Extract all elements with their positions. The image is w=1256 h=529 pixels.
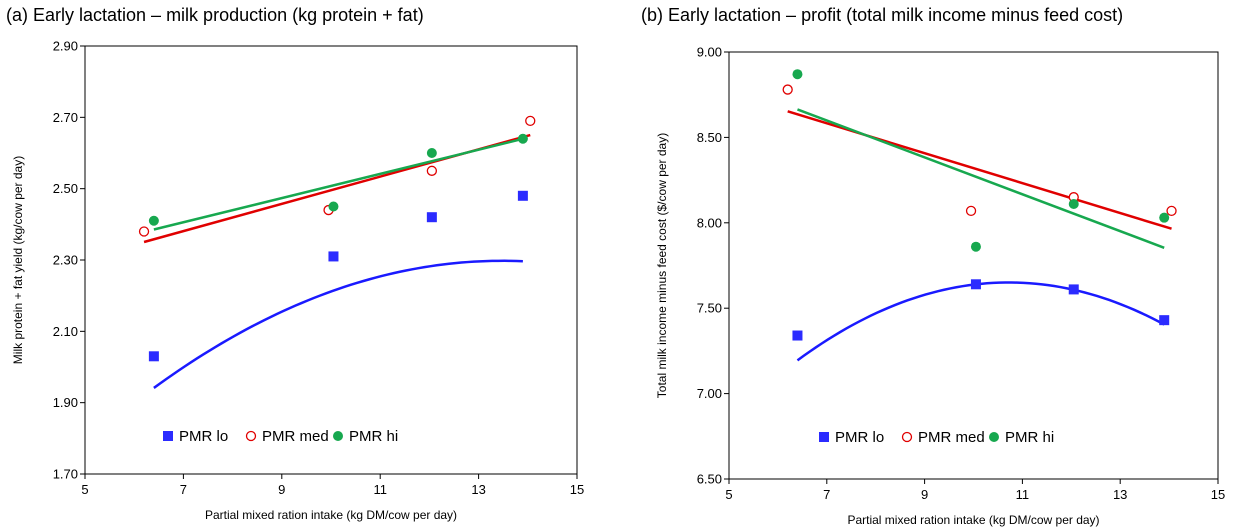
legend-label-pmr-hi: PMR hi — [1005, 429, 1054, 446]
x-tick-label: 11 — [1016, 487, 1030, 502]
y-axis-label: Milk protein + fat yield (kg/cow per day… — [11, 156, 25, 364]
panel-a: (a) Early lactation – milk production (k… — [6, 5, 584, 522]
x-tick-label: 11 — [373, 482, 387, 497]
y-tick-label: 8.50 — [697, 130, 722, 145]
data-point-pmr-lo — [792, 330, 803, 341]
legend-marker-pmr-med — [245, 430, 257, 442]
data-point-pmr-lo — [1159, 315, 1170, 326]
data-point-pmr-hi — [792, 69, 803, 80]
data-point-pmr-med — [525, 115, 536, 127]
y-tick-label: 6.50 — [697, 472, 722, 487]
x-tick-label: 9 — [278, 482, 285, 497]
data-point-pmr-hi — [426, 148, 437, 158]
legend-marker-pmr-hi — [333, 431, 343, 441]
y-tick-label: 2.70 — [53, 110, 78, 125]
y-tick-label: 1.90 — [53, 395, 78, 410]
legend-marker-pmr-hi — [989, 432, 999, 442]
data-point-pmr-hi — [1159, 212, 1170, 223]
x-tick-label: 7 — [180, 482, 187, 497]
x-tick-label: 15 — [1211, 487, 1225, 502]
y-tick-label: 7.50 — [697, 301, 722, 316]
data-point-pmr-med — [426, 165, 438, 176]
plot-frame — [728, 51, 1219, 480]
data-point-pmr-hi — [970, 241, 981, 252]
y-axis-label: Total milk income minus feed cost ($/cow… — [655, 133, 669, 398]
y-tick-label: 9.00 — [697, 45, 722, 60]
y-tick-label: 1.70 — [53, 467, 78, 482]
legend-label-pmr-med: PMR med — [918, 429, 985, 446]
x-tick-label: 5 — [81, 482, 88, 497]
legend-label-pmr-med: PMR med — [262, 428, 329, 445]
trendline-pmr-med — [787, 110, 1172, 230]
data-point-pmr-med — [782, 84, 793, 95]
y-tick-label: 2.50 — [53, 181, 78, 196]
x-tick-label: 13 — [1113, 487, 1127, 502]
data-point-pmr-hi — [1068, 199, 1079, 210]
data-point-pmr-hi — [328, 201, 339, 212]
data-point-pmr-lo — [148, 351, 159, 362]
data-point-pmr-lo — [426, 212, 437, 223]
trendline-pmr-lo — [153, 259, 523, 389]
chart-title: (a) Early lactation – milk production (k… — [6, 5, 424, 25]
data-point-pmr-hi — [517, 133, 528, 144]
y-tick-label: 2.30 — [53, 253, 78, 268]
data-point-pmr-lo — [328, 251, 339, 262]
x-axis-label: Partial mixed ration intake (kg DM/cow p… — [205, 508, 457, 522]
data-point-pmr-lo — [1068, 284, 1079, 295]
data-point-pmr-lo — [970, 279, 981, 290]
y-tick-label: 2.10 — [53, 324, 78, 339]
legend-marker-pmr-lo — [819, 432, 829, 442]
x-tick-label: 15 — [570, 482, 584, 497]
data-point-pmr-med — [138, 226, 150, 237]
legend-label-pmr-hi: PMR hi — [349, 428, 398, 445]
x-tick-label: 5 — [725, 487, 732, 502]
legend-label-pmr-lo: PMR lo — [179, 428, 228, 445]
data-point-pmr-hi — [148, 215, 159, 226]
x-tick-label: 13 — [471, 482, 485, 497]
trendline-pmr-hi — [797, 108, 1165, 249]
data-point-pmr-lo — [517, 190, 528, 201]
data-point-pmr-med — [965, 205, 977, 216]
legend-marker-pmr-med — [901, 431, 913, 443]
y-tick-label: 8.00 — [697, 215, 722, 230]
x-tick-label: 7 — [823, 487, 830, 502]
legend-marker-pmr-lo — [163, 431, 173, 441]
y-tick-label: 7.00 — [697, 386, 722, 401]
y-tick-label: 2.90 — [53, 39, 78, 54]
chart-title: (b) Early lactation – profit (total milk… — [641, 5, 1123, 25]
panel-b: (b) Early lactation – profit (total milk… — [641, 5, 1225, 527]
data-point-pmr-med — [1166, 205, 1177, 216]
x-tick-label: 9 — [921, 487, 928, 502]
trendline-pmr-hi — [153, 137, 524, 231]
trendline-pmr-lo — [796, 281, 1165, 362]
legend-label-pmr-lo: PMR lo — [835, 429, 884, 446]
x-axis-label: Partial mixed ration intake (kg DM/cow p… — [847, 513, 1099, 527]
